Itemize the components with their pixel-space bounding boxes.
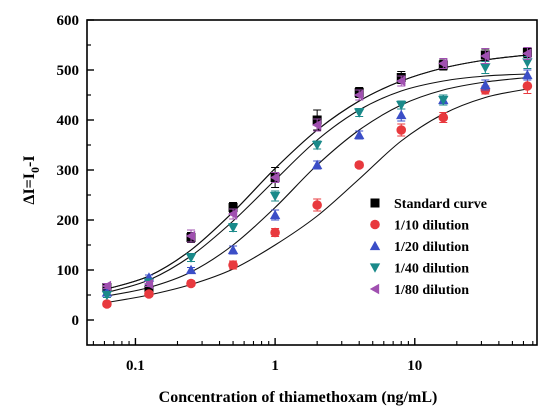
legend-label: 1/80 dilution: [394, 283, 469, 298]
data-point: [522, 48, 532, 59]
data-point: [185, 230, 196, 242]
data-point: [311, 119, 322, 131]
legend-label: Standard curve: [394, 197, 487, 212]
data-point: [522, 81, 533, 91]
data-point: [438, 58, 448, 69]
y-axis-title-subscript: 0: [28, 167, 42, 173]
data-point: [227, 223, 239, 233]
legend-label: 1/40 dilution: [394, 262, 469, 277]
data-point: [269, 209, 281, 220]
data-point: [480, 63, 491, 73]
data-point: [438, 95, 449, 106]
fit-curve: [106, 73, 528, 294]
y-tick-label: 100: [57, 263, 80, 279]
y-tick-label: 500: [57, 63, 80, 79]
data-point: [438, 112, 449, 123]
legend-marker: [369, 283, 380, 295]
legend-label: 1/10 dilution: [394, 219, 469, 234]
data-point: [143, 278, 154, 290]
data-point: [227, 208, 238, 220]
legend-marker: [370, 198, 380, 208]
data-point: [185, 253, 197, 263]
data-point: [227, 244, 239, 255]
legend-marker: [370, 219, 380, 230]
fit-curve: [106, 88, 528, 304]
data-point: [480, 79, 491, 90]
y-axis-title-prefix: ΔI=I: [21, 173, 38, 205]
data-point: [101, 290, 113, 301]
data-points: [101, 47, 533, 309]
data-point: [311, 159, 323, 170]
y-tick-label: 300: [57, 163, 80, 179]
data-point: [311, 140, 323, 151]
x-tick-label: 1: [271, 358, 279, 374]
data-point: [353, 89, 364, 101]
y-axis-title-suffix: -I: [21, 155, 38, 167]
data-point: [186, 278, 196, 289]
x-axis-title: Concentration of thiamethoxam (ng/mL): [159, 389, 438, 406]
data-point: [354, 160, 364, 170]
data-point: [353, 129, 365, 140]
data-point: [228, 203, 238, 212]
x-tick-label: 10: [407, 358, 422, 374]
y-tick-label: 600: [57, 13, 80, 29]
y-tick-label: 400: [57, 113, 80, 129]
x-tick-label: 0.1: [126, 358, 145, 374]
plot-frame: [86, 19, 538, 346]
x-axis: 0.1 1 10: [92, 338, 534, 374]
legend: Standard curve 1/10 dilution 1/20 dilution…: [369, 197, 487, 298]
y-tick-label: 200: [57, 213, 80, 229]
data-point: [480, 50, 490, 62]
data-point: [522, 69, 533, 80]
data-point: [396, 100, 407, 111]
legend-label: 1/20 dilution: [394, 240, 469, 255]
y-axis: 0 100 200 300 400 500 600: [57, 13, 94, 329]
data-point: [144, 289, 154, 299]
y-axis-title: ΔI=I0-I: [21, 155, 42, 204]
data-point: [270, 227, 280, 238]
legend-marker: [369, 263, 381, 273]
data-point: [396, 109, 407, 120]
y-tick-label: 0: [72, 313, 80, 329]
data-point: [312, 200, 322, 210]
data-point: [101, 280, 112, 292]
data-point: [353, 108, 365, 118]
data-point: [269, 172, 280, 183]
data-point: [102, 299, 112, 309]
data-point: [396, 75, 406, 87]
plot-border: [86, 19, 538, 346]
data-point: [185, 264, 197, 275]
data-point: [522, 58, 533, 68]
data-point: [396, 125, 407, 135]
data-point: [228, 260, 238, 270]
data-point: [269, 191, 281, 202]
legend-marker: [369, 240, 381, 251]
